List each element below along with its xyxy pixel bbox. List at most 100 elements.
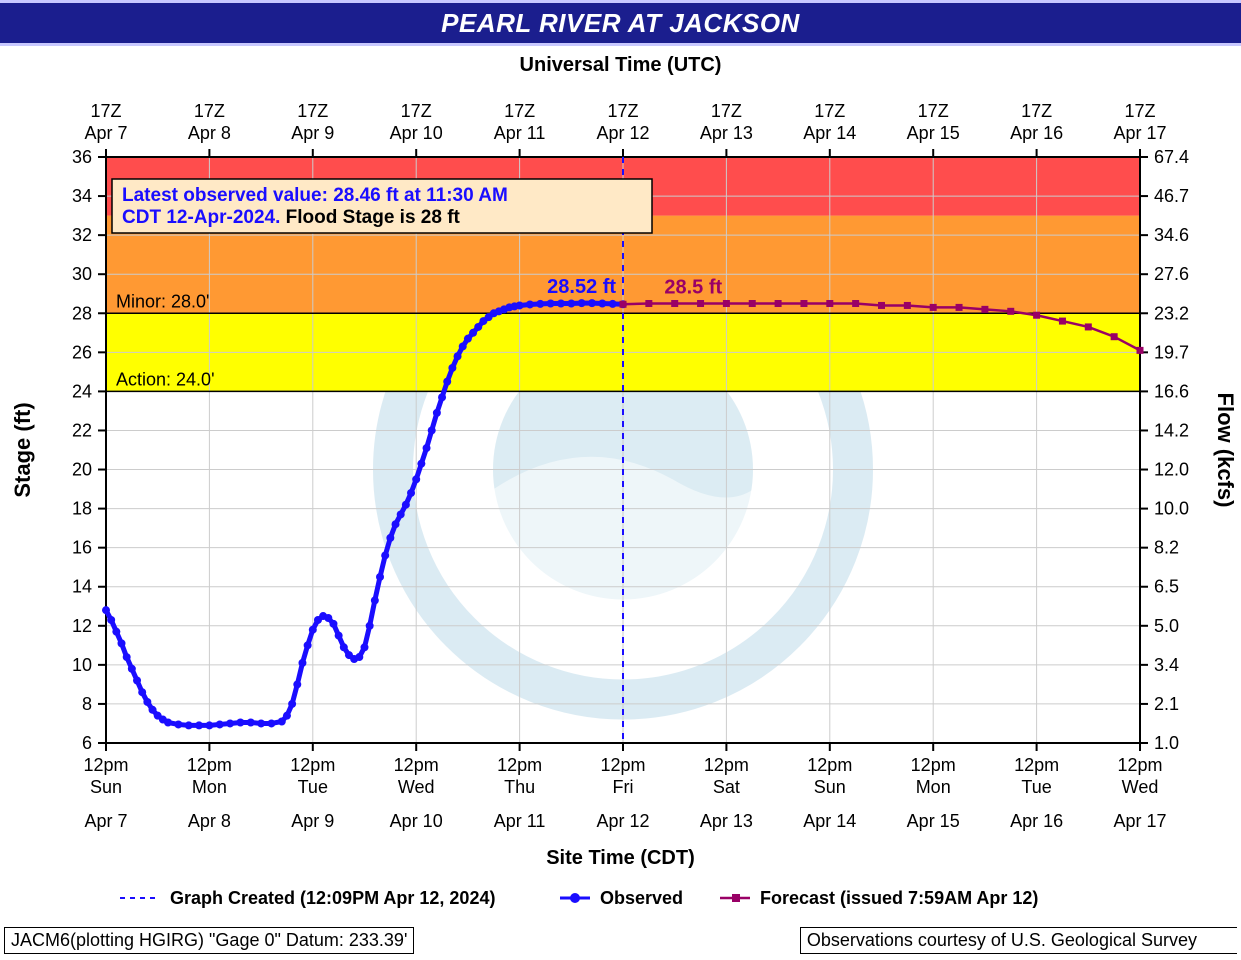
svg-text:Action: 24.0': Action: 24.0' <box>116 369 215 389</box>
svg-text:Observed: Observed <box>600 888 683 908</box>
svg-text:17Z: 17Z <box>814 101 845 121</box>
svg-text:17Z: 17Z <box>711 101 742 121</box>
svg-text:20: 20 <box>72 460 92 480</box>
svg-text:Wed: Wed <box>398 777 435 797</box>
svg-text:17Z: 17Z <box>401 101 432 121</box>
svg-text:CDT 12-Apr-2024. Flood Stage i: CDT 12-Apr-2024. Flood Stage is 28 ft <box>122 207 461 228</box>
svg-text:14: 14 <box>72 577 92 597</box>
svg-text:17Z: 17Z <box>90 101 121 121</box>
svg-text:18: 18 <box>72 499 92 519</box>
svg-text:10.0: 10.0 <box>1154 499 1189 519</box>
svg-text:Fri: Fri <box>613 777 634 797</box>
svg-text:Apr 14: Apr 14 <box>803 811 856 831</box>
svg-text:24: 24 <box>72 381 92 401</box>
svg-text:8: 8 <box>82 694 92 714</box>
svg-text:17Z: 17Z <box>1124 101 1155 121</box>
svg-text:Apr 16: Apr 16 <box>1010 811 1063 831</box>
svg-text:Mon: Mon <box>192 777 227 797</box>
svg-text:30: 30 <box>72 264 92 284</box>
svg-text:Apr 8: Apr 8 <box>188 811 231 831</box>
svg-text:Apr 9: Apr 9 <box>291 811 334 831</box>
svg-text:17Z: 17Z <box>607 101 638 121</box>
svg-text:12pm: 12pm <box>1014 755 1059 775</box>
svg-text:12pm: 12pm <box>497 755 542 775</box>
svg-text:34.6: 34.6 <box>1154 225 1189 245</box>
svg-text:32: 32 <box>72 225 92 245</box>
svg-text:Apr 7: Apr 7 <box>84 123 127 143</box>
svg-text:12pm: 12pm <box>394 755 439 775</box>
footer-left-box: JACM6(plotting HGIRG) "Gage 0" Datum: 23… <box>4 927 414 954</box>
svg-text:Latest observed value: 28.46 f: Latest observed value: 28.46 ft at 11:30… <box>122 185 508 206</box>
svg-text:67.4: 67.4 <box>1154 147 1189 167</box>
svg-text:16.6: 16.6 <box>1154 381 1189 401</box>
svg-text:28: 28 <box>72 303 92 323</box>
svg-text:Apr 15: Apr 15 <box>907 811 960 831</box>
svg-text:Sun: Sun <box>90 777 122 797</box>
svg-text:26: 26 <box>72 342 92 362</box>
svg-text:10: 10 <box>72 655 92 675</box>
svg-text:12pm: 12pm <box>911 755 956 775</box>
svg-text:12: 12 <box>72 616 92 636</box>
svg-text:12pm: 12pm <box>704 755 749 775</box>
svg-text:34: 34 <box>72 186 92 206</box>
svg-text:Apr 7: Apr 7 <box>84 811 127 831</box>
svg-text:Tue: Tue <box>1021 777 1051 797</box>
svg-text:8.2: 8.2 <box>1154 538 1179 558</box>
svg-text:28.52 ft: 28.52 ft <box>547 276 616 298</box>
svg-text:Apr 10: Apr 10 <box>390 123 443 143</box>
svg-text:Apr 10: Apr 10 <box>390 811 443 831</box>
svg-text:Tue: Tue <box>298 777 328 797</box>
svg-text:Apr 15: Apr 15 <box>907 123 960 143</box>
svg-text:12pm: 12pm <box>187 755 232 775</box>
svg-text:Apr 14: Apr 14 <box>803 123 856 143</box>
svg-text:Apr 12: Apr 12 <box>596 123 649 143</box>
svg-text:16: 16 <box>72 538 92 558</box>
svg-text:17Z: 17Z <box>504 101 535 121</box>
svg-text:28.5 ft: 28.5 ft <box>664 277 722 299</box>
svg-text:12.0: 12.0 <box>1154 460 1189 480</box>
svg-text:19.7: 19.7 <box>1154 342 1189 362</box>
svg-text:Apr 16: Apr 16 <box>1010 123 1063 143</box>
svg-text:17Z: 17Z <box>297 101 328 121</box>
svg-text:17Z: 17Z <box>918 101 949 121</box>
svg-text:Sun: Sun <box>814 777 846 797</box>
svg-text:17Z: 17Z <box>1021 101 1052 121</box>
svg-text:Apr 12: Apr 12 <box>596 811 649 831</box>
svg-text:12pm: 12pm <box>807 755 852 775</box>
footer-right-box: Observations courtesy of U.S. Geological… <box>800 927 1237 954</box>
svg-text:6: 6 <box>82 733 92 753</box>
svg-text:Mon: Mon <box>916 777 951 797</box>
svg-text:Wed: Wed <box>1122 777 1159 797</box>
svg-text:46.7: 46.7 <box>1154 186 1189 206</box>
svg-text:Graph Created (12:09PM Apr 12,: Graph Created (12:09PM Apr 12, 2024) <box>170 888 495 908</box>
svg-text:1.0: 1.0 <box>1154 733 1179 753</box>
svg-text:6.5: 6.5 <box>1154 577 1179 597</box>
svg-text:Stage (ft): Stage (ft) <box>10 402 35 497</box>
svg-text:Apr 13: Apr 13 <box>700 123 753 143</box>
svg-text:Flow (kcfs): Flow (kcfs) <box>1213 393 1238 508</box>
svg-text:14.2: 14.2 <box>1154 420 1189 440</box>
svg-text:Apr 17: Apr 17 <box>1113 123 1166 143</box>
svg-text:Apr 11: Apr 11 <box>494 123 546 143</box>
svg-text:Apr 13: Apr 13 <box>700 811 753 831</box>
svg-text:12pm: 12pm <box>1117 755 1162 775</box>
svg-text:27.6: 27.6 <box>1154 264 1189 284</box>
svg-text:Apr 17: Apr 17 <box>1113 811 1166 831</box>
svg-text:5.0: 5.0 <box>1154 616 1179 636</box>
svg-text:36: 36 <box>72 147 92 167</box>
svg-text:Apr 11: Apr 11 <box>494 811 546 831</box>
svg-text:Thu: Thu <box>504 777 535 797</box>
svg-text:22: 22 <box>72 420 92 440</box>
svg-text:12pm: 12pm <box>83 755 128 775</box>
svg-text:Minor: 28.0': Minor: 28.0' <box>116 291 209 311</box>
svg-text:Apr 9: Apr 9 <box>291 123 334 143</box>
svg-text:2.1: 2.1 <box>1154 694 1179 714</box>
subtitle-bottom: Site Time (CDT) <box>0 847 1241 870</box>
svg-text:3.4: 3.4 <box>1154 655 1179 675</box>
svg-text:23.2: 23.2 <box>1154 303 1189 323</box>
svg-text:17Z: 17Z <box>194 101 225 121</box>
svg-text:Forecast (issued 7:59AM Apr 12: Forecast (issued 7:59AM Apr 12) <box>760 888 1038 908</box>
svg-text:Apr 8: Apr 8 <box>188 123 231 143</box>
hydrograph-chart: Minor: 28.0' Action: 24.0' 6 8 10 12 14 16 18 20 2… <box>0 0 1241 960</box>
svg-text:12pm: 12pm <box>600 755 645 775</box>
